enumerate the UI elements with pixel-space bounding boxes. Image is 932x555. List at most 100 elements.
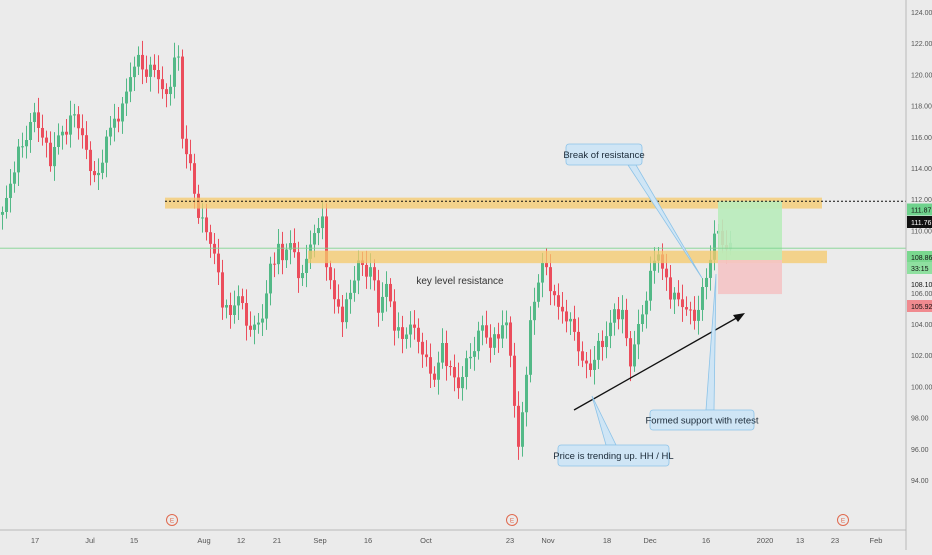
x-tick-label: Feb [870,536,883,545]
resistance-top-tag-bg [907,203,932,216]
candle-body [21,146,24,148]
countdown-tag-bg [907,262,932,274]
candle-body [393,301,396,331]
candle-body [373,267,376,281]
candle-body [477,330,480,352]
x-tick-label: 2020 [757,536,774,545]
candle-body [453,367,456,378]
candle-body [473,351,476,357]
candle-body [401,327,404,339]
candle-body [149,64,152,77]
x-tick-label: 23 [831,536,839,545]
candle-body [489,337,492,348]
candle-body [433,373,436,380]
candle-body [293,243,296,253]
break-of-resistance-callout-box [565,143,643,166]
stop-price-tag-bg [907,300,932,312]
candle-body [645,300,648,315]
position-stop-zone [718,260,782,295]
candle-body [69,115,72,135]
x-tick-label: Sep [313,536,326,545]
candle-body [577,331,580,352]
candle-body [265,293,268,319]
candle-body [157,70,160,80]
candle-body [269,263,272,294]
candle-body [329,267,332,281]
candle-body [589,363,592,370]
candle-body [317,228,320,234]
candle-body [601,340,604,348]
candle-body [141,54,144,70]
candle-body [569,318,572,322]
candle-body [121,103,124,122]
candle-body [389,283,392,302]
candle-body [129,77,132,92]
candle-body [89,149,92,172]
candle-body [257,322,260,325]
y-tick-label: 94.00 [911,478,929,485]
candle-body [553,291,556,296]
candle-body [397,327,400,331]
candle-body [705,277,708,288]
candle-body [273,263,276,265]
y-tick-label: 96.00 [911,447,929,454]
candle-body [617,309,620,320]
candle-body [593,359,596,370]
candle-body [1,211,4,215]
candle-body [229,305,232,315]
earnings-marker [837,514,849,526]
x-tick-label: Nov [541,536,555,545]
candle-body [457,377,460,389]
candle-body [245,303,248,326]
candle-body [481,325,484,331]
y-tick-label: 106.00 [911,291,932,298]
candle-body [305,258,308,273]
y-axis-background [906,0,932,550]
candle-body [581,351,584,361]
candle-body [249,325,252,330]
entry-price-tag: 108.10 [911,282,932,289]
key-level-resistance-label: key level resistance [416,276,504,287]
candle-body [697,309,700,321]
candle-body [621,309,624,320]
candle-body [181,56,184,139]
candle-body [513,355,516,406]
position-target-zone [718,201,782,261]
candle-body [137,54,140,67]
candle-body [225,305,228,308]
trendline-arrowhead [733,313,745,322]
candle-body [549,267,552,292]
candle-body [517,405,520,447]
candle-body [81,128,84,136]
candle-body [417,327,420,342]
x-tick-label: 13 [796,536,804,545]
candle-body [501,325,504,339]
y-tick-label: 110.00 [911,228,932,235]
y-tick-label: 100.00 [911,384,932,391]
candle-body [561,306,564,312]
candle-body [525,374,528,413]
earnings-marker-label: E [510,518,515,525]
candle-body [409,324,412,335]
candle-body [125,91,128,104]
y-tick-label: 122.00 [911,41,932,48]
candle-body [677,292,680,300]
candle-body [17,146,20,173]
candle-body [497,334,500,339]
candle-body [201,217,204,219]
candle-body [701,287,704,310]
candle-body [673,292,676,300]
candle-body [713,233,716,260]
candle-body [105,136,108,163]
candle-body [353,280,356,293]
trending-up-callout: Price is trending up. HH / HL [553,451,673,462]
candle-body [381,296,384,313]
candle-body [429,357,432,374]
candle-body [597,340,600,360]
candle-body [445,343,448,367]
candle-body [173,57,176,87]
candle-body [689,309,692,311]
candle-body [237,296,240,306]
current-price-tag-bg [907,251,932,263]
